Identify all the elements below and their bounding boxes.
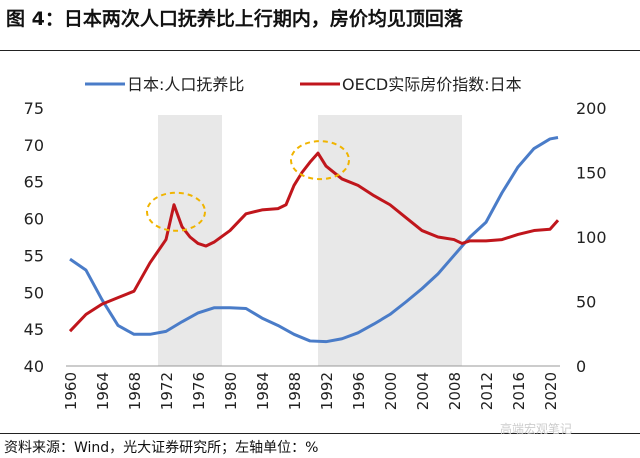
y-right-tick-label: 100 xyxy=(576,228,607,247)
y-right-tick-label: 150 xyxy=(576,164,607,183)
shaded-period xyxy=(158,115,222,366)
x-tick-label: 1984 xyxy=(254,372,272,410)
source-note: 资料来源：Wind，光大证券研究所；左轴单位：% xyxy=(4,440,319,456)
x-tick-label: 2012 xyxy=(478,372,496,410)
chart: 40 45 50 55 60 65 70 75 0 50 100 150 200 1960 1964 1968… xyxy=(24,75,607,410)
figure-title: 图 4：日本两次人口抚养比上行期内，房价均见顶回落 xyxy=(6,8,463,30)
source-divider xyxy=(0,433,640,434)
shaded-period xyxy=(318,115,462,366)
y-left-tick-label: 45 xyxy=(24,320,44,339)
x-tick-label: 2000 xyxy=(382,372,400,410)
series-line-0 xyxy=(69,136,559,344)
y-left-tick-label: 40 xyxy=(24,357,44,376)
watermark: 高端宏观笔记 xyxy=(500,422,573,436)
legend-label: OECD实际房价指数:日本 xyxy=(342,75,522,94)
x-tick-label: 1960 xyxy=(62,372,80,410)
y-left-tick-label: 65 xyxy=(24,173,44,192)
x-tick-label: 2016 xyxy=(510,372,528,410)
x-tick-label: 1972 xyxy=(158,372,176,410)
legend-label: 日本:人口抚养比 xyxy=(127,75,244,94)
x-tick-label: 1976 xyxy=(190,372,208,410)
y-right-tick-label: 50 xyxy=(576,293,596,312)
x-tick-label: 1992 xyxy=(318,372,336,410)
x-tick-label: 2008 xyxy=(446,372,464,410)
peak-highlight-ellipse xyxy=(146,191,206,232)
x-tick-label: 2004 xyxy=(414,372,432,410)
x-tick-label: 1964 xyxy=(94,372,112,410)
x-tick-label: 1988 xyxy=(286,372,304,410)
y-right-tick-label: 0 xyxy=(576,357,586,376)
y-left-tick-label: 60 xyxy=(24,210,44,229)
x-tick-label: 1996 xyxy=(350,372,368,410)
y-left-tick-label: 55 xyxy=(24,246,44,265)
y-left-tick-label: 75 xyxy=(24,99,44,118)
x-tick-label: 1968 xyxy=(126,372,144,410)
y-left-tick-label: 70 xyxy=(24,136,44,155)
x-tick-label: 2020 xyxy=(542,372,560,410)
y-right-tick-label: 200 xyxy=(576,99,607,118)
y-left-tick-label: 50 xyxy=(24,283,44,302)
series-line-1 xyxy=(68,151,560,333)
x-tick-label: 1980 xyxy=(222,372,240,410)
title-divider xyxy=(0,50,640,51)
peak-highlight-ellipse xyxy=(290,140,350,181)
